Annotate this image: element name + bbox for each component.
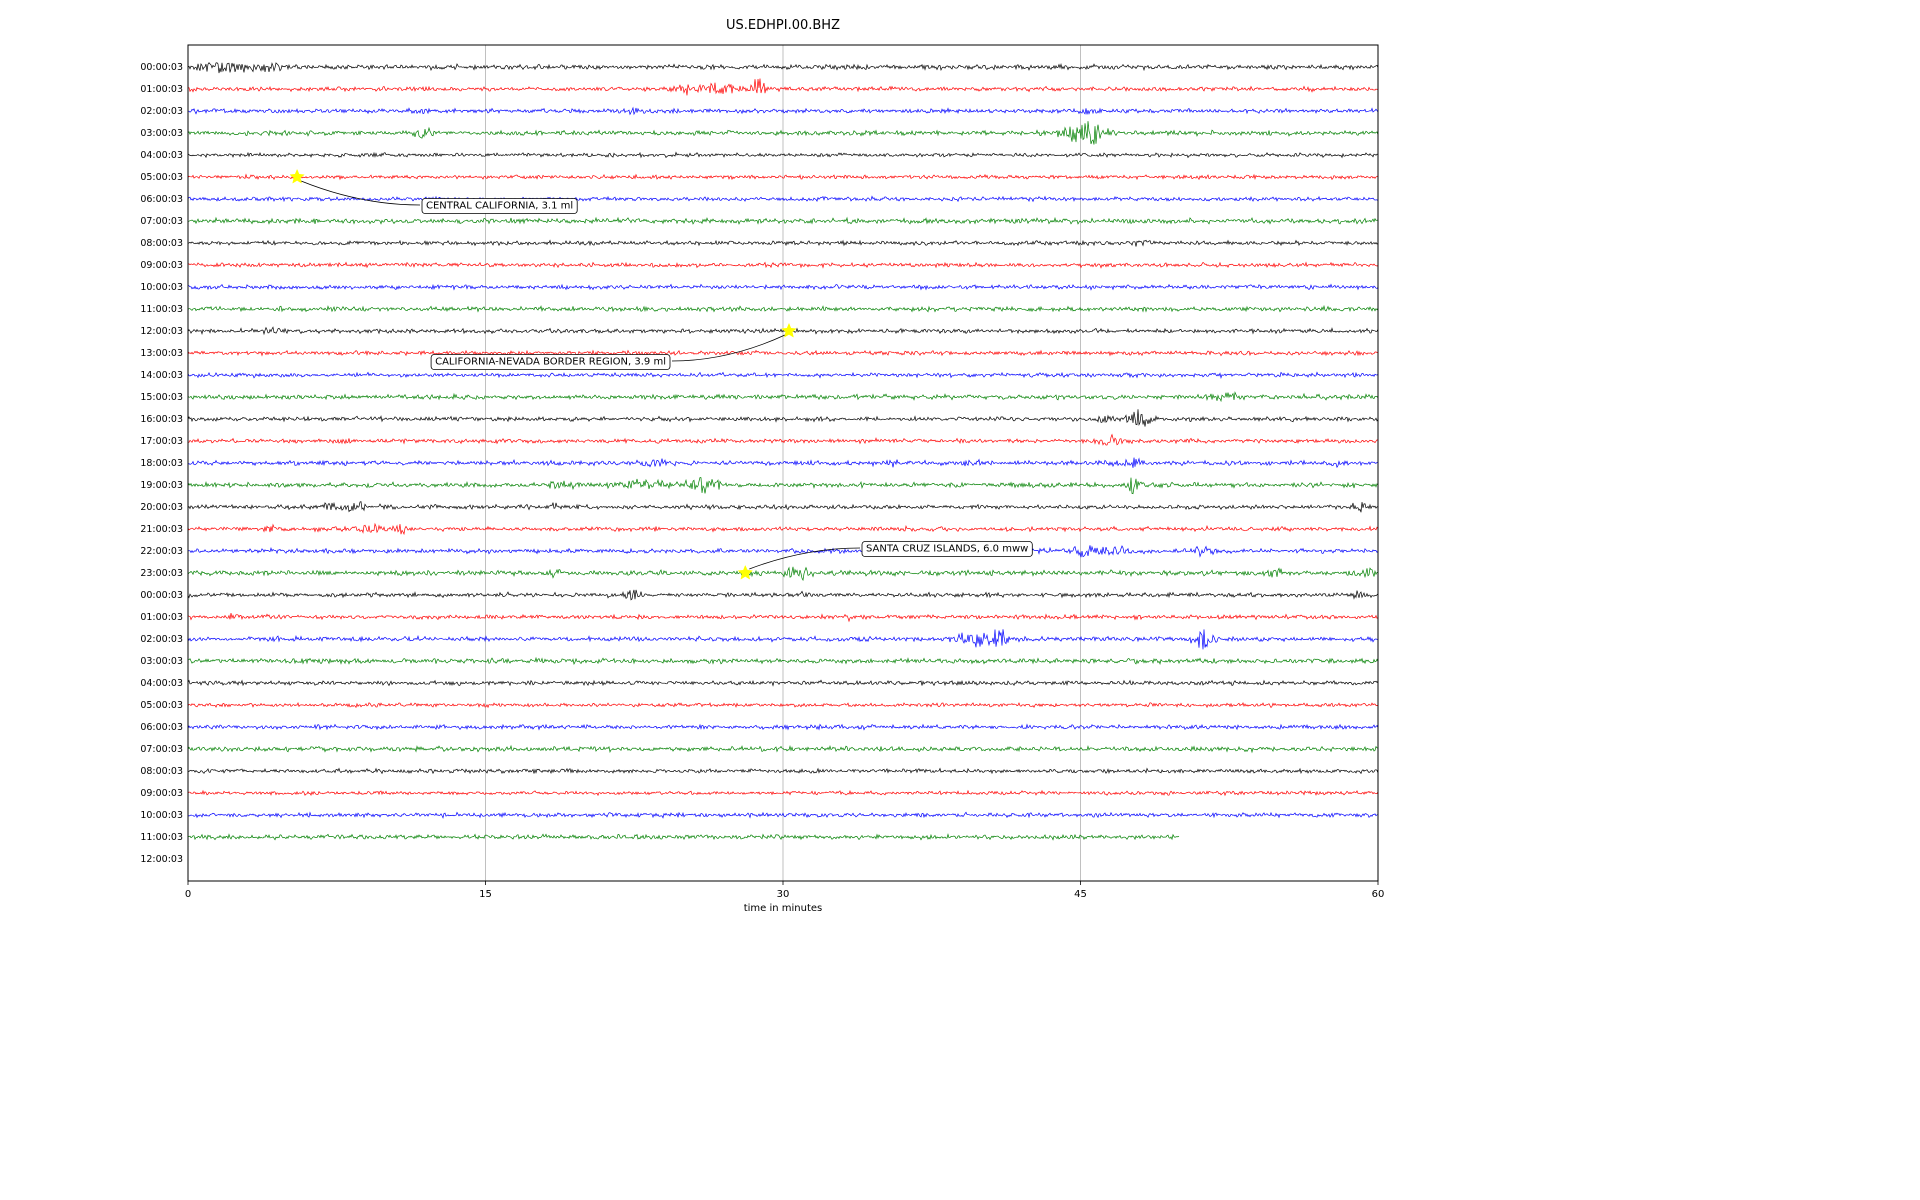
row-label: 19:00:03 — [140, 480, 183, 491]
seismic-trace-row-31 — [187, 744, 1379, 754]
seismic-trace-row-6 — [187, 195, 1379, 203]
x-tick-label: 0 — [185, 889, 191, 900]
event-annotation-box — [430, 354, 671, 370]
row-label: 12:00:03 — [140, 326, 183, 337]
row-label: 21:00:03 — [140, 524, 183, 535]
seismic-trace-row-19 — [187, 477, 1379, 495]
event-annotation-label: SANTA CRUZ ISLANDS, 6.0 mww — [866, 544, 1028, 555]
seismic-trace-row-22 — [187, 545, 1379, 558]
row-label: 22:00:03 — [140, 546, 183, 557]
seismic-trace-row-2 — [188, 106, 1379, 116]
row-label: 20:00:03 — [140, 502, 183, 513]
event-star-icon — [289, 168, 305, 184]
seismic-trace-row-35 — [187, 833, 1180, 841]
row-label: 17:00:03 — [140, 436, 183, 447]
row-label: 16:00:03 — [140, 414, 183, 425]
row-label: 15:00:03 — [140, 392, 183, 403]
row-label: 00:00:03 — [140, 590, 183, 601]
trace-layer — [187, 62, 1379, 841]
row-label: 06:00:03 — [140, 194, 183, 205]
row-label: 23:00:03 — [140, 568, 183, 579]
seismic-trace-row-30 — [187, 723, 1379, 731]
annotation-leader-line — [671, 334, 786, 362]
seismic-trace-row-24 — [187, 589, 1379, 601]
event-annotation-label: CENTRAL CALIFORNIA, 3.1 ml — [426, 201, 573, 212]
row-label: 04:00:03 — [140, 150, 183, 161]
event-star-icon — [737, 564, 754, 580]
event-annotation-box — [421, 198, 578, 214]
annotation-layer: CENTRAL CALIFORNIA, 3.1 ml CALIFORNIA-NEV… — [289, 168, 1033, 580]
row-label: 09:00:03 — [140, 260, 183, 271]
event-annotation-box — [861, 541, 1033, 557]
annotation-leader-line — [749, 547, 861, 570]
row-label: 02:00:03 — [140, 106, 183, 117]
seismic-trace-row-4 — [187, 151, 1379, 159]
seismic-trace-row-1 — [187, 78, 1379, 96]
seismic-trace-row-28 — [187, 679, 1379, 687]
row-label: 07:00:03 — [140, 216, 183, 227]
seismic-trace-row-7 — [187, 216, 1379, 225]
seismic-trace-row-14 — [187, 371, 1379, 379]
plot-title: US.EDHPI.00.BHZ — [726, 18, 840, 33]
seismic-trace-row-15 — [187, 391, 1379, 403]
seismic-trace-row-29 — [187, 701, 1379, 709]
seismic-trace-row-10 — [187, 283, 1379, 291]
seismic-trace-row-13 — [187, 349, 1379, 357]
row-label: 06:00:03 — [140, 722, 183, 733]
row-label: 02:00:03 — [140, 634, 183, 645]
row-label: 04:00:03 — [140, 678, 183, 689]
seismic-trace-row-18 — [187, 457, 1379, 469]
row-label: 07:00:03 — [140, 744, 183, 755]
x-tick-label: 15 — [479, 889, 492, 900]
row-label: 05:00:03 — [140, 172, 183, 183]
seismic-trace-row-25 — [187, 613, 1379, 623]
seismic-trace-row-16 — [187, 409, 1379, 427]
seismic-trace-row-0 — [187, 62, 1379, 74]
row-label: 18:00:03 — [140, 458, 183, 469]
seismic-trace-row-8 — [187, 239, 1379, 247]
row-label: 11:00:03 — [140, 832, 183, 843]
seismic-trace-row-5 — [187, 173, 1379, 181]
seismic-trace-row-32 — [187, 767, 1379, 775]
row-label: 08:00:03 — [140, 238, 183, 249]
seismic-trace-row-17 — [187, 433, 1379, 446]
annotation-leader-line — [300, 180, 421, 206]
seismic-trace-row-21 — [187, 522, 1379, 536]
seismic-trace-row-11 — [187, 304, 1379, 313]
seismic-trace-row-27 — [187, 656, 1379, 666]
row-label: 10:00:03 — [140, 810, 183, 821]
event-annotation-label: CALIFORNIA-NEVADA BORDER REGION, 3.9 ml — [435, 357, 666, 368]
seismic-trace-row-12 — [187, 326, 1379, 336]
x-tick-label: 30 — [777, 889, 790, 900]
seismic-trace-row-20 — [187, 501, 1379, 513]
row-label: 08:00:03 — [140, 766, 183, 777]
row-label: 03:00:03 — [140, 128, 183, 139]
x-tick-label: 45 — [1074, 889, 1087, 900]
seismic-trace-row-33 — [187, 789, 1379, 797]
row-label: 05:00:03 — [140, 700, 183, 711]
event-star-icon — [781, 322, 797, 338]
row-label: 12:00:03 — [140, 854, 183, 865]
row-label: 01:00:03 — [140, 84, 183, 95]
seismic-trace-row-34 — [187, 811, 1378, 819]
seismic-trace-row-26 — [187, 629, 1379, 650]
row-label: 14:00:03 — [140, 370, 183, 381]
row-label: 09:00:03 — [140, 788, 183, 799]
x-axis-label: time in minutes — [744, 903, 823, 914]
seismic-trace-row-23 — [187, 566, 1379, 582]
seismic-trace-row-9 — [187, 261, 1379, 269]
row-label: 13:00:03 — [140, 348, 183, 359]
row-label: 03:00:03 — [140, 656, 183, 667]
axis-layer: 0 15 30 45 60 00:00:03 01:00:03 02:00:03 03:00:0… — [140, 44, 1385, 900]
row-label: 11:00:03 — [140, 304, 183, 315]
row-label: 00:00:03 — [140, 62, 183, 73]
seismic-trace-row-3 — [187, 121, 1379, 145]
row-label: 10:00:03 — [140, 282, 183, 293]
row-label: 01:00:03 — [140, 612, 183, 623]
x-tick-label: 60 — [1372, 889, 1385, 900]
